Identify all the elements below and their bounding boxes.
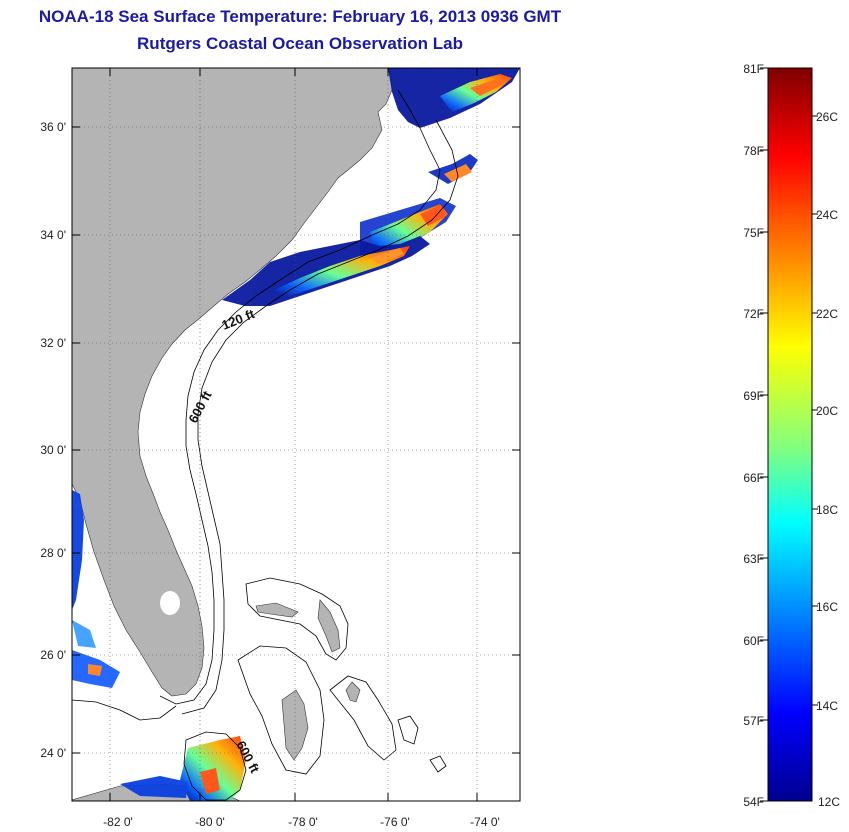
colorbar-c-label: 26C	[816, 110, 838, 124]
colorbar-c-label: 14C	[816, 699, 838, 713]
lon-label: -80 0'	[195, 815, 225, 829]
lat-label: 34 0'	[40, 228, 66, 242]
lat-label: 28 0'	[40, 546, 66, 560]
lon-label: -78 0'	[288, 815, 318, 829]
colorbar-f-label: 54F	[743, 795, 764, 809]
isobath-contours	[72, 89, 459, 801]
sst-swath-keys	[120, 736, 246, 801]
lon-label: -74 0'	[470, 815, 500, 829]
colorbar-f-label: 69F	[743, 389, 764, 403]
land-us-southeast	[72, 68, 393, 697]
map-subtitle: Rutgers Coastal Ocean Observation Lab	[137, 34, 463, 53]
colorbar-ticks	[760, 67, 818, 802]
land-abaco	[317, 599, 341, 653]
colorbar-f-label: 63F	[743, 552, 764, 566]
colorbar-f-label: 81F	[743, 62, 764, 76]
colorbar-f-label: 57F	[743, 714, 764, 728]
land-grand-bahama	[255, 602, 299, 618]
map-title: NOAA-18 Sea Surface Temperature: Februar…	[38, 7, 562, 26]
lake-okeechobee	[160, 591, 180, 615]
colorbar-f-label: 66F	[743, 471, 764, 485]
lat-label: 26 0'	[40, 648, 66, 662]
graticule	[72, 68, 520, 801]
colorbar-c-label: 18C	[816, 503, 838, 517]
lon-label: -76 0'	[380, 815, 410, 829]
colorbar-f-label: 75F	[743, 226, 764, 240]
colorbar-c-label: 12C	[818, 795, 840, 809]
sst-swath-west	[72, 490, 120, 688]
lat-label: 36 0'	[40, 120, 66, 134]
colorbar-f-label: 72F	[743, 307, 764, 321]
colorbar-c-label: 20C	[816, 404, 838, 418]
colorbar	[767, 67, 813, 802]
frame-ticks	[72, 68, 520, 801]
lat-label: 30 0'	[40, 443, 66, 457]
map-border	[71, 67, 521, 802]
colorbar-c-label: 22C	[816, 307, 838, 321]
lat-label: 24 0'	[40, 746, 66, 760]
sst-swath-north	[388, 68, 520, 128]
colorbar-c-label: 24C	[816, 208, 838, 222]
lat-label: 32 0'	[40, 336, 66, 350]
colorbar-f-label: 78F	[743, 144, 764, 158]
land-eleuthera	[345, 681, 361, 703]
colorbar-f-label: 60F	[743, 634, 764, 648]
colorbar-c-label: 16C	[816, 600, 838, 614]
lon-label: -82 0'	[103, 815, 133, 829]
